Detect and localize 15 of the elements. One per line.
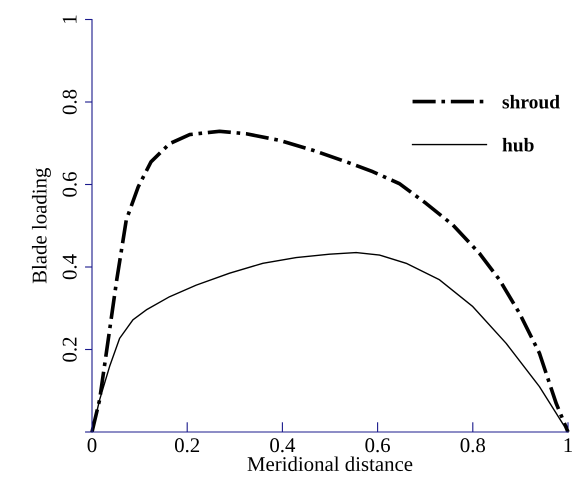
y-tick-label: 1 [62,16,76,23]
y-tick-label: 0.4 [62,254,77,280]
x-axis-title: Meridional distance [248,456,412,472]
x-tick-label: 0.6 [365,438,390,452]
y-tick-label: 0.8 [62,90,77,114]
x-tick-label: 0.2 [174,438,200,452]
y-tick-label: 0.2 [62,338,77,362]
y-axis-title: Blade loading [32,168,51,284]
x-tick-label: 0.8 [460,438,486,452]
x-tick-label: 0.4 [270,438,296,452]
x-tick-label: 1 [564,438,572,452]
x-tick-label: 0 [88,438,96,452]
legend-label: shroud [502,94,560,109]
y-tick-label: 0.6 [62,172,77,197]
legend-label: hub [502,138,534,152]
